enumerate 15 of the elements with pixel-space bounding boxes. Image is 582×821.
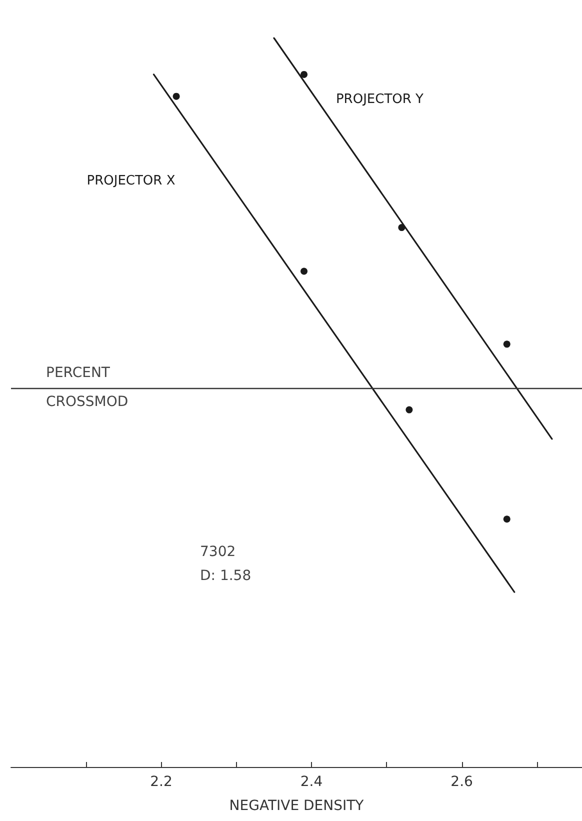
x-tick-label: 2.4 (300, 774, 323, 790)
text: PROJECTOR X (86, 173, 176, 188)
ref-line-label: PERCENT CROSSMOD (46, 364, 128, 410)
point (406, 406, 413, 414)
point (300, 70, 308, 78)
x-axis-title: NEGATIVE DENSITY (229, 798, 364, 814)
annotation: D: 1.58 (200, 568, 252, 584)
point (172, 92, 180, 100)
point (503, 516, 510, 523)
point (503, 340, 510, 348)
annotation: 7302 (200, 544, 236, 560)
point (300, 268, 308, 275)
x-tick-label: 2.2 (150, 774, 172, 790)
x-tick-label: 2.6 (450, 774, 474, 790)
series-label: PROJECTOR Y (336, 92, 424, 107)
